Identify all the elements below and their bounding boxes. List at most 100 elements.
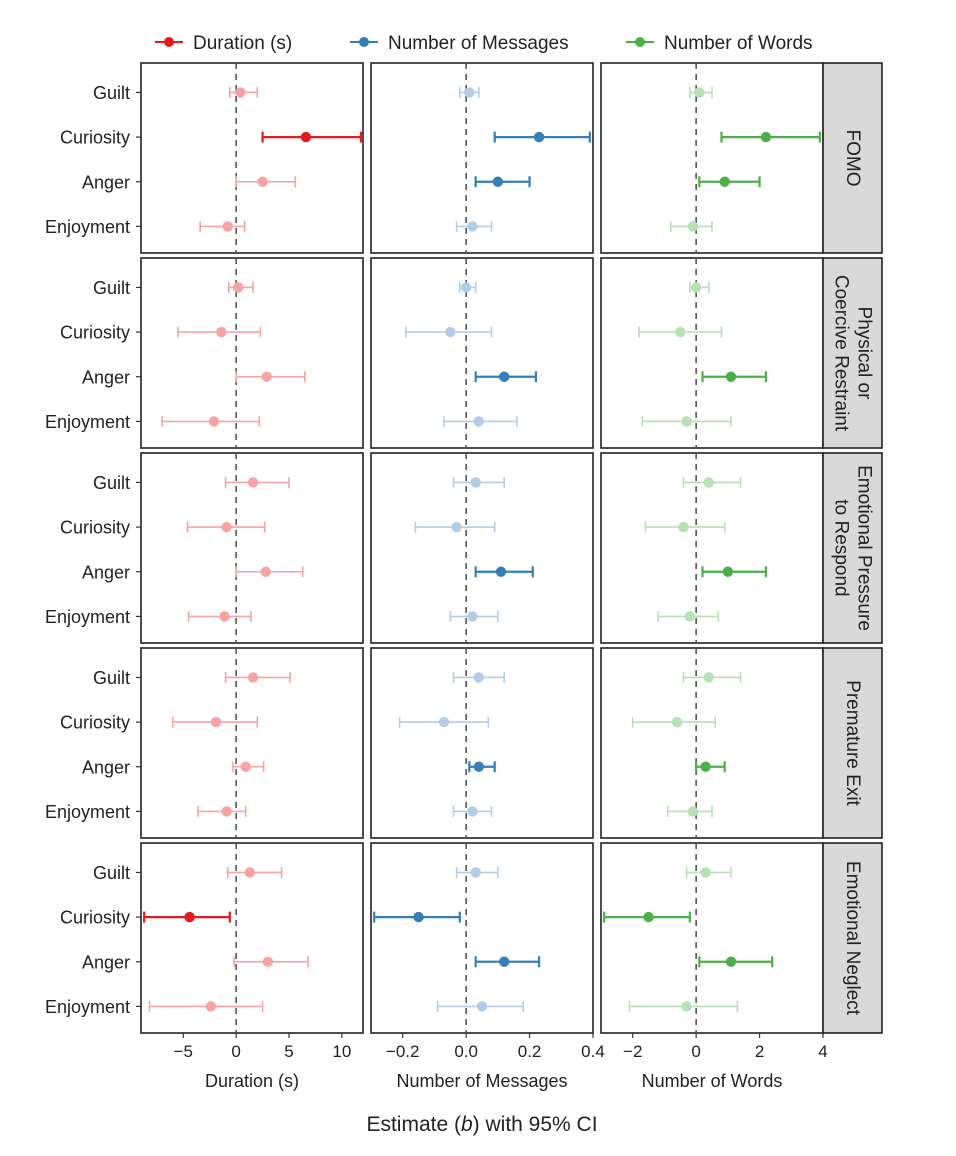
x-axis-label: Number of Words (642, 1071, 783, 1091)
panel-border (600, 842, 824, 1034)
estimate-point (467, 611, 478, 622)
legend-item-duration-s: Duration (s) (155, 33, 292, 54)
point-anger (695, 761, 726, 773)
point-enjoyment (148, 1000, 264, 1012)
point-anger (701, 566, 768, 578)
estimate-point (725, 956, 737, 967)
panel-emotional-pressure-to-respond-number-of-words (600, 452, 824, 644)
estimate-point (700, 761, 711, 772)
point-enjoyment (449, 610, 499, 622)
estimate-point (184, 911, 195, 923)
y-tick-label: Guilt (93, 668, 130, 688)
point-curiosity (143, 911, 231, 923)
estimate-point (221, 806, 232, 817)
estimate-point (467, 221, 478, 232)
point-enjoyment (669, 220, 713, 232)
y-tick-label: Curiosity (60, 323, 130, 343)
estimate-point (473, 761, 485, 772)
point-anger (698, 956, 774, 968)
point-guilt (227, 281, 254, 293)
point-anger (474, 566, 534, 578)
y-tick-label: Curiosity (60, 128, 130, 148)
estimate-point (690, 282, 702, 293)
estimate-point (700, 867, 711, 878)
point-enjoyment (443, 415, 518, 427)
x-tick-label: −2 (623, 1042, 642, 1061)
point-anger (474, 371, 538, 383)
estimate-point (643, 911, 654, 923)
panel-border (370, 62, 594, 254)
panel-emotional-neglect-number-of-messages (370, 842, 594, 1034)
legend-item-number-of-messages: Number of Messages (350, 33, 569, 54)
point-guilt (458, 281, 477, 293)
estimate-point (499, 956, 510, 967)
estimate-point (476, 1001, 488, 1012)
point-guilt (452, 476, 506, 488)
panel-physical-or-coercive-restraint-number-of-messages (370, 257, 594, 449)
point-curiosity (603, 911, 691, 923)
strip-fomo: FOMO (822, 62, 883, 254)
x-tick-label: 0.0 (454, 1042, 478, 1061)
point-curiosity (493, 131, 591, 143)
y-tick-label: Guilt (93, 83, 130, 103)
point-curiosity (186, 521, 266, 533)
strip-background (822, 62, 883, 254)
point-curiosity (261, 131, 362, 143)
estimate-point (451, 521, 462, 533)
panel-border (370, 452, 594, 644)
estimate-point (247, 672, 259, 683)
panel-fomo-duration-s (140, 62, 364, 254)
x-axis-number-of-words: −2 0 2 4 Number of Words (623, 1033, 828, 1091)
strip-label: Physical or (854, 307, 875, 401)
point-enjoyment (657, 610, 720, 622)
estimate-point (722, 566, 734, 577)
point-enjoyment (452, 805, 493, 817)
estimate-point (208, 416, 220, 427)
estimate-point (413, 911, 424, 923)
estimate-point (719, 176, 730, 187)
panel-emotional-pressure-to-respond-number-of-messages (370, 452, 594, 644)
estimate-point (244, 867, 256, 878)
point-curiosity (638, 326, 723, 338)
panel-physical-or-coercive-restraint-duration-s (140, 257, 364, 449)
x-tick-label: 0.4 (581, 1042, 605, 1061)
panel-border (600, 257, 824, 449)
estimate-point (760, 131, 772, 143)
point-enjoyment (666, 805, 713, 817)
point-anger (474, 956, 541, 968)
strip-background (822, 842, 883, 1034)
estimate-point (499, 371, 510, 382)
point-enjoyment (161, 415, 261, 427)
point-enjoyment (436, 1000, 525, 1012)
point-anger (468, 761, 496, 773)
panel-physical-or-coercive-restraint-number-of-words (600, 257, 824, 449)
x-tick-label: −5 (174, 1042, 193, 1061)
y-tick-label: Enjoyment (45, 802, 130, 822)
estimate-point (703, 477, 715, 488)
estimate-point (262, 956, 274, 967)
point-enjoyment (197, 805, 247, 817)
point-guilt (224, 476, 290, 488)
point-guilt (688, 281, 710, 293)
point-anger (235, 371, 306, 383)
estimate-point (703, 672, 715, 683)
panel-premature-exit-duration-s (140, 647, 364, 839)
x-axis-title: Estimate (b) with 95% CI (366, 1113, 597, 1136)
estimate-point (687, 221, 699, 232)
point-anger (474, 176, 531, 188)
y-tick-label: Guilt (93, 278, 130, 298)
estimate-point (216, 326, 227, 338)
point-curiosity (644, 521, 726, 533)
point-guilt (685, 866, 732, 878)
estimate-point (300, 131, 312, 143)
point-anger (701, 371, 768, 383)
strip-premature-exit: Premature Exit (822, 647, 883, 839)
y-tick-label: Enjoyment (45, 607, 130, 627)
x-tick-label: 2 (755, 1042, 764, 1061)
estimate-point (495, 566, 507, 577)
panel-fomo-number-of-words (600, 62, 824, 254)
point-anger (698, 176, 761, 188)
estimate-point (222, 221, 233, 232)
point-enjoyment (641, 415, 732, 427)
point-curiosity (398, 716, 490, 728)
